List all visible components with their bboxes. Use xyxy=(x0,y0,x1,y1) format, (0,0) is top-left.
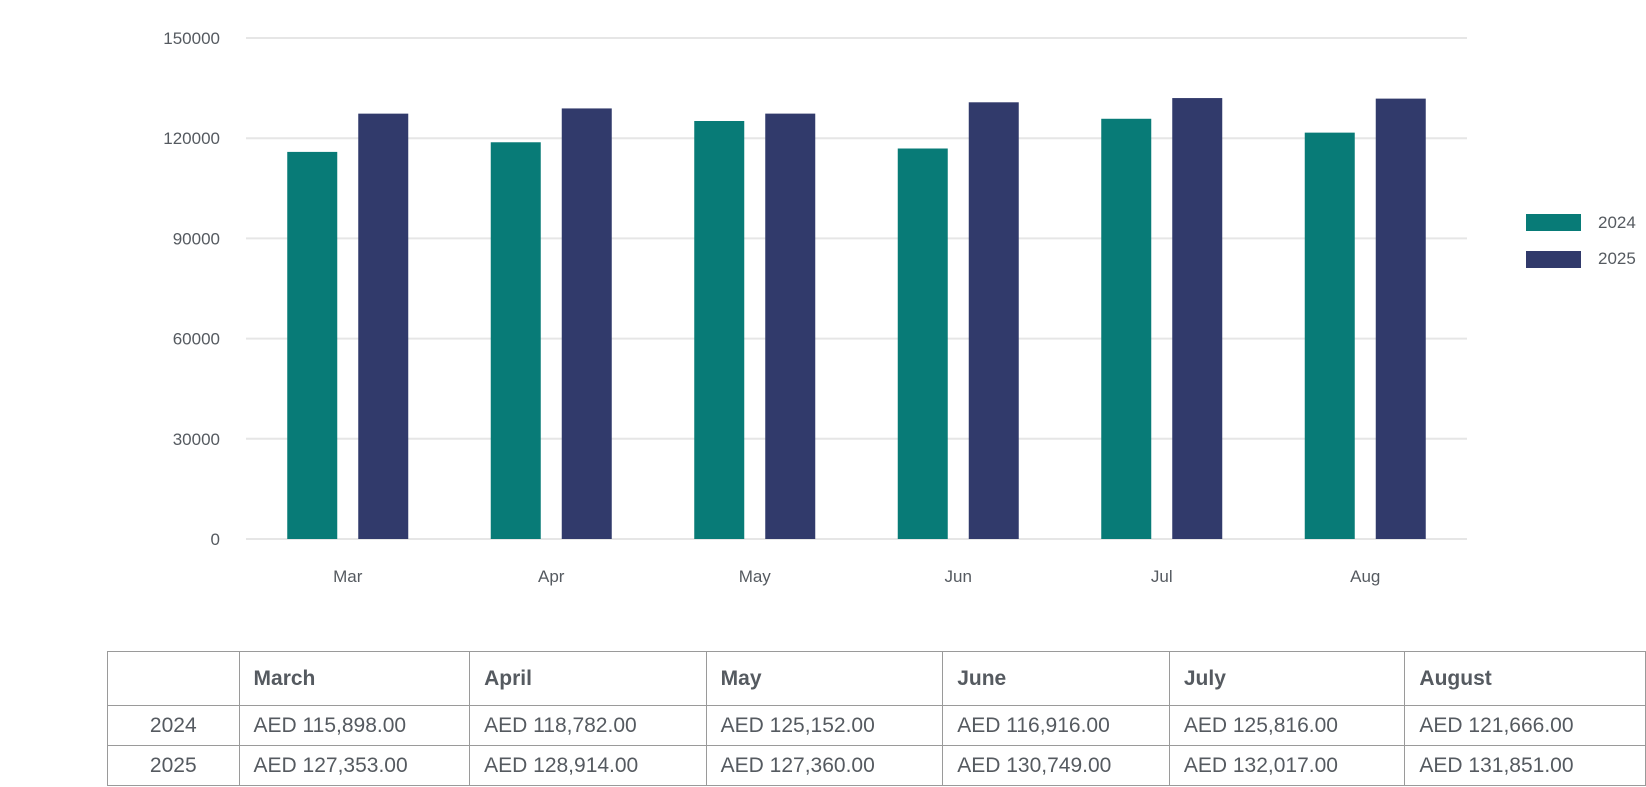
x-tick-label: Jul xyxy=(1151,567,1173,586)
legend-swatch-2024 xyxy=(1526,214,1581,231)
x-axis-ticks: Mar Apr May Jun Jul Aug xyxy=(333,567,1380,586)
x-tick-label: May xyxy=(739,567,772,586)
table-cell: AED 127,360.00 xyxy=(705,745,944,786)
bar-2024-jul xyxy=(1101,118,1152,539)
table-header-cell: June xyxy=(942,651,1170,706)
x-tick-label: Apr xyxy=(538,567,565,586)
bar-chart: 0 30000 60000 90000 120000 150000 Mar Apr May Ju… xyxy=(163,29,1636,586)
y-axis-ticks: 0 30000 60000 90000 120000 150000 xyxy=(163,29,220,549)
bar-2025-apr xyxy=(561,108,612,539)
y-tick-label: 120000 xyxy=(163,129,220,148)
bar-2025-may xyxy=(765,113,816,539)
bar-2025-aug xyxy=(1375,98,1426,539)
y-tick-label: 60000 xyxy=(173,330,220,349)
legend: 2024 2025 xyxy=(1526,213,1636,268)
x-tick-label: Jun xyxy=(945,567,972,586)
table-cell: AED 125,152.00 xyxy=(705,705,944,746)
table-cell: AED 131,851.00 xyxy=(1404,745,1646,786)
bars xyxy=(287,98,1426,540)
bar-2024-apr xyxy=(490,142,541,539)
table-header-row: March April May June July August xyxy=(107,651,1646,706)
table-cell: AED 130,749.00 xyxy=(942,745,1170,786)
table-cell: AED 127,353.00 xyxy=(238,745,471,786)
grid-lines xyxy=(246,37,1467,540)
table-cell: AED 128,914.00 xyxy=(469,745,707,786)
table-header-cell: August xyxy=(1404,651,1646,706)
y-tick-label: 90000 xyxy=(173,229,220,248)
table-header-cell: April xyxy=(469,651,707,706)
x-tick-label: Mar xyxy=(333,567,363,586)
table-header-corner xyxy=(107,651,240,706)
table-row-label: 2024 xyxy=(107,705,240,746)
table-row-label: 2025 xyxy=(107,745,240,786)
bar-2024-jun xyxy=(897,148,948,540)
bar-2025-mar xyxy=(358,113,409,539)
legend-swatch-2025 xyxy=(1526,251,1581,268)
bar-2024-mar xyxy=(287,151,338,539)
bar-2025-jun xyxy=(968,102,1019,539)
table-cell: AED 115,898.00 xyxy=(238,705,471,746)
table-cell: AED 125,816.00 xyxy=(1168,705,1406,746)
table-cell: AED 121,666.00 xyxy=(1404,705,1646,746)
bar-2024-may xyxy=(694,120,745,540)
table-header-cell: May xyxy=(705,651,944,706)
table-cell: AED 118,782.00 xyxy=(469,705,707,746)
table-cell: AED 132,017.00 xyxy=(1168,745,1406,786)
bar-2025-jul xyxy=(1172,98,1223,539)
x-tick-label: Aug xyxy=(1350,567,1380,586)
legend-label-2024: 2024 xyxy=(1598,213,1636,232)
y-tick-label: 30000 xyxy=(173,430,220,449)
legend-label-2025: 2025 xyxy=(1598,249,1636,268)
y-tick-label: 150000 xyxy=(163,29,220,48)
bar-2024-aug xyxy=(1304,132,1355,539)
table-row: 2024 AED 115,898.00 AED 118,782.00 AED 1… xyxy=(107,705,1646,746)
table-cell: AED 116,916.00 xyxy=(942,705,1170,746)
y-tick-label: 0 xyxy=(211,530,220,549)
data-table: March April May June July August 2024 AE… xyxy=(107,651,1646,786)
table-row: 2025 AED 127,353.00 AED 128,914.00 AED 1… xyxy=(107,745,1646,786)
table-header-cell: July xyxy=(1168,651,1406,706)
table-header-cell: March xyxy=(238,651,471,706)
